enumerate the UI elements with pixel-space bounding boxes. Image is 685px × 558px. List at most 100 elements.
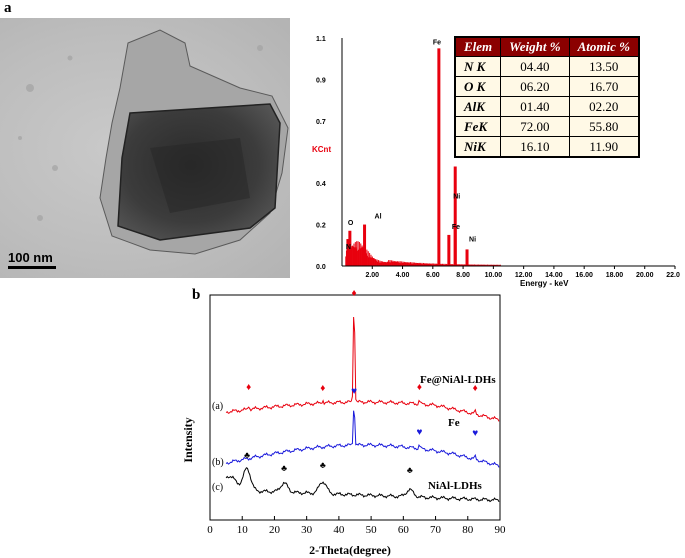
panel-a-label: a: [4, 0, 12, 16]
xrd-x-tick-label: 40: [333, 524, 345, 536]
eds-peak-label: Fe: [452, 224, 460, 231]
eds-peak-label: Fe: [433, 39, 441, 46]
table-element-cell: FeK: [454, 116, 502, 137]
eds-y-axis-label: KCnt: [312, 145, 331, 154]
eds-x-tick-label: 4.00: [396, 272, 410, 279]
scale-bar: [8, 266, 56, 269]
xrd-plot-frame: [209, 294, 501, 521]
xrd-x-tick-label: 90: [495, 524, 507, 536]
eds-x-tick-label: 6.00: [426, 272, 440, 279]
table-value-cell: 11.90: [568, 136, 640, 158]
eds-peak-label: Al: [375, 214, 382, 221]
xrd-series-line: [225, 316, 500, 422]
eds-x-tick-label: 18.00: [606, 272, 624, 279]
eds-x-tick-label: 20.00: [636, 272, 654, 279]
table-value-cell: 16.70: [568, 76, 640, 97]
table-value-cell: 02.20: [568, 96, 640, 117]
table-row: FeK 72.00 55.80: [454, 116, 640, 137]
table-header-row: Elem Weight % Atomic %: [454, 36, 640, 57]
table-element-cell: AlK: [454, 96, 502, 117]
xrd-peak-marker: ♥: [351, 386, 357, 397]
table-value-cell: 13.50: [568, 56, 640, 77]
table-value-cell: 72.00: [500, 116, 570, 137]
eds-peak-label: Ni: [453, 194, 460, 201]
table-value-cell: 04.40: [500, 56, 570, 77]
xrd-series-line: [225, 410, 500, 468]
xrd-x-tick-label: 70: [430, 524, 442, 536]
xrd-peak-marker: ♦: [246, 382, 251, 393]
eds-x-axis-label: Energy - keV: [520, 279, 569, 288]
table-header-cell: Atomic %: [568, 36, 640, 57]
eds-composition-table: Elem Weight % Atomic % N K 04.40 13.50 O K 06.…: [454, 36, 640, 158]
xrd-x-axis-label: 2-Theta(degree): [309, 543, 391, 557]
panel-b-label: b: [192, 287, 201, 303]
scale-bar-label: 100 nm: [8, 250, 53, 265]
eds-y-tick-label: 1.1: [316, 36, 326, 43]
xrd-series-name: Fe@NiAl-LDHs: [420, 374, 496, 386]
table-row: NiK 16.10 11.90: [454, 136, 640, 158]
eds-peak-bar: [346, 239, 350, 266]
table-element-cell: NiK: [454, 136, 502, 158]
eds-peak-bar: [348, 230, 352, 266]
xrd-peak-marker: ♦: [417, 382, 422, 393]
eds-peak-bar: [447, 234, 451, 266]
eds-peak-label: O: [348, 220, 354, 227]
xrd-peak-marker: ♦: [473, 383, 478, 394]
xrd-x-tick-label: 20: [269, 524, 281, 536]
eds-peak-bar: [363, 224, 367, 266]
table-element-cell: N K: [454, 56, 502, 77]
xrd-peak-marker: ♣: [407, 465, 413, 475]
table-row: N K 04.40 13.50: [454, 56, 640, 77]
table-value-cell: 06.20: [500, 76, 570, 97]
table-row: O K 06.20 16.70: [454, 76, 640, 97]
xrd-peak-marker: ♥: [472, 428, 478, 439]
eds-y-tick-label: 0.2: [316, 223, 326, 230]
table-row: AlK 01.40 02.20: [454, 96, 640, 117]
eds-y-tick-label: 0.7: [316, 119, 326, 126]
eds-peak-bar: [353, 247, 357, 266]
xrd-peak-marker: ♣: [244, 450, 250, 460]
eds-x-tick-label: 12.00: [515, 272, 533, 279]
tem-micrograph: 100 nm: [0, 18, 290, 278]
table-value-cell: 01.40: [500, 96, 570, 117]
xrd-series-tag: (b): [212, 457, 224, 468]
xrd-peak-marker: ♣: [320, 460, 326, 470]
xrd-x-tick-label: 80: [462, 524, 474, 536]
xrd-peak-marker: ♣: [281, 463, 287, 473]
xrd-y-axis-label: Intensity: [181, 417, 195, 462]
eds-x-tick-label: 22.00: [666, 272, 680, 279]
xrd-x-tick-label: 10: [237, 524, 249, 536]
table-element-cell: O K: [454, 76, 502, 97]
table-value-cell: 55.80: [568, 116, 640, 137]
eds-peak-bar: [437, 48, 441, 267]
eds-y-tick-label: 0.0: [316, 264, 326, 271]
xrd-series-tag: (a): [212, 401, 223, 412]
xrd-series-name: Fe: [448, 417, 460, 429]
xrd-peak-marker: ♦: [351, 290, 356, 299]
xrd-x-tick-label: 60: [398, 524, 410, 536]
xrd-x-tick-label: 0: [207, 524, 213, 536]
xrd-series-name: NiAl-LDHs: [428, 480, 483, 492]
xrd-series-tag: (c): [212, 482, 223, 493]
eds-peak-label: Ni: [469, 236, 476, 243]
xrd-x-tick-label: 30: [301, 524, 313, 536]
eds-x-tick-label: 16.00: [575, 272, 593, 279]
eds-x-tick-label: 2.00: [365, 272, 379, 279]
eds-spectrum-chart: 0.0 0.2 0.4 0.7 0.9 1.1 2.00 4.00 6.00 8.00 10.00…: [312, 36, 680, 288]
table-header-cell: Weight %: [500, 36, 570, 57]
eds-y-tick-label: 0.4: [316, 181, 326, 188]
xrd-series-line: [225, 467, 500, 503]
xrd-pattern-chart: 0 10 20 30 40 50 60 70 80 90 ♦ ♦ ♦ ♦ ♦ ♥ ♥ ♥ ♣ ♣ ♣ ♣ (a) Fe@N…: [181, 290, 507, 557]
eds-peak-label: N: [346, 244, 351, 251]
eds-peak-bar: [453, 166, 457, 266]
eds-x-tick-label: 8.00: [456, 272, 470, 279]
eds-x-tick-label: 14.00: [545, 272, 563, 279]
xrd-peak-marker: ♥: [416, 427, 422, 438]
eds-y-tick-label: 0.9: [316, 77, 326, 84]
eds-peak-bar: [465, 249, 469, 266]
table-header-cell: Elem: [454, 36, 502, 57]
xrd-peak-marker: ♦: [320, 383, 325, 394]
xrd-x-tick-label: 50: [366, 524, 378, 536]
table-value-cell: 16.10: [500, 136, 570, 158]
eds-x-tick-label: 10.00: [485, 272, 503, 279]
